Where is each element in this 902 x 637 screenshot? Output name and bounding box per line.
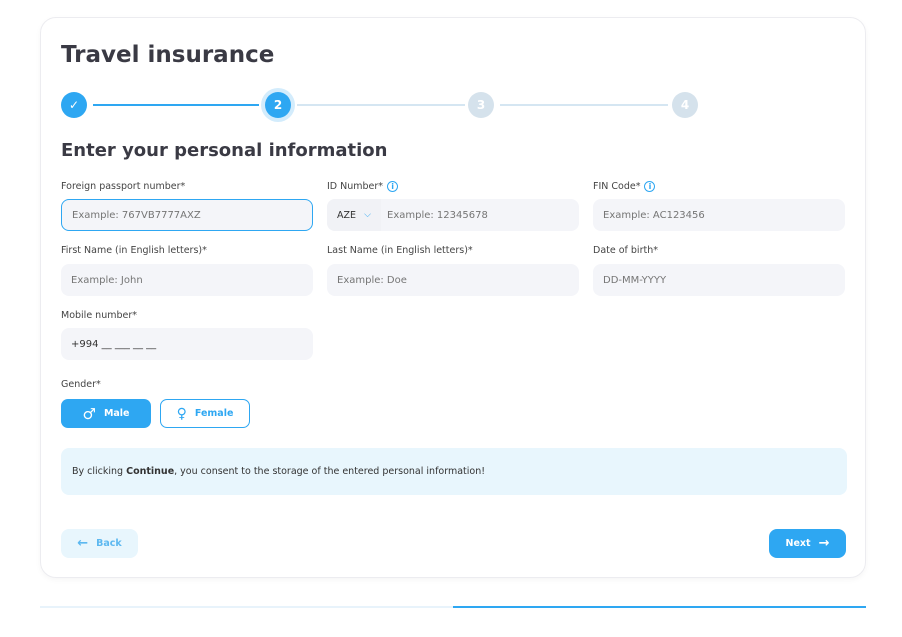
male-button[interactable]: ♂ Male	[61, 399, 151, 428]
id-number-input[interactable]	[381, 209, 579, 221]
info-icon[interactable]: i	[387, 181, 399, 192]
first-name-label: First Name (in English letters)*	[61, 245, 207, 256]
chevron-down-icon: ⌵	[364, 210, 371, 220]
back-button[interactable]: ← Back	[61, 529, 138, 558]
arrow-left-icon: ←	[77, 536, 89, 551]
step-3: 3	[468, 92, 494, 118]
fin-input[interactable]	[593, 199, 845, 231]
gender-label: Gender*	[61, 379, 101, 390]
last-name-label: Last Name (in English letters)*	[327, 245, 473, 256]
check-icon: ✓	[68, 98, 80, 112]
female-button[interactable]: ♀ Female	[160, 399, 250, 428]
id-number-label: ID Number* i	[327, 181, 399, 192]
step-connector	[500, 104, 668, 106]
step-1-complete: ✓	[61, 92, 87, 118]
passport-input[interactable]	[61, 199, 313, 231]
arrow-right-icon: →	[818, 536, 830, 551]
last-name-input[interactable]	[327, 264, 579, 296]
consent-notice: By clicking Continue, you consent to the…	[61, 448, 847, 495]
progress-fill	[453, 606, 866, 608]
id-number-field: AZE ⌵	[327, 199, 579, 231]
male-icon: ♂	[82, 404, 96, 423]
first-name-input[interactable]	[61, 264, 313, 296]
step-connector	[297, 104, 465, 106]
form-card: Travel insurance ✓ 2 3 4 Enter your pers…	[40, 17, 866, 578]
page-title: Travel insurance	[61, 42, 275, 68]
female-icon: ♀	[176, 405, 187, 422]
mobile-input[interactable]: +994 __ ___ __ __	[61, 328, 313, 360]
info-icon[interactable]: i	[644, 181, 656, 192]
step-connector	[93, 104, 259, 106]
next-button[interactable]: Next →	[769, 529, 846, 558]
dob-input[interactable]	[593, 264, 845, 296]
progress-track	[40, 606, 866, 608]
section-title: Enter your personal information	[61, 140, 388, 161]
fin-label: FIN Code* i	[593, 181, 656, 192]
step-2-active: 2	[265, 92, 291, 118]
passport-label: Foreign passport number*	[61, 181, 186, 192]
dob-label: Date of birth*	[593, 245, 658, 256]
country-select[interactable]: AZE ⌵	[327, 199, 381, 231]
step-4: 4	[672, 92, 698, 118]
mobile-label: Mobile number*	[61, 310, 138, 321]
